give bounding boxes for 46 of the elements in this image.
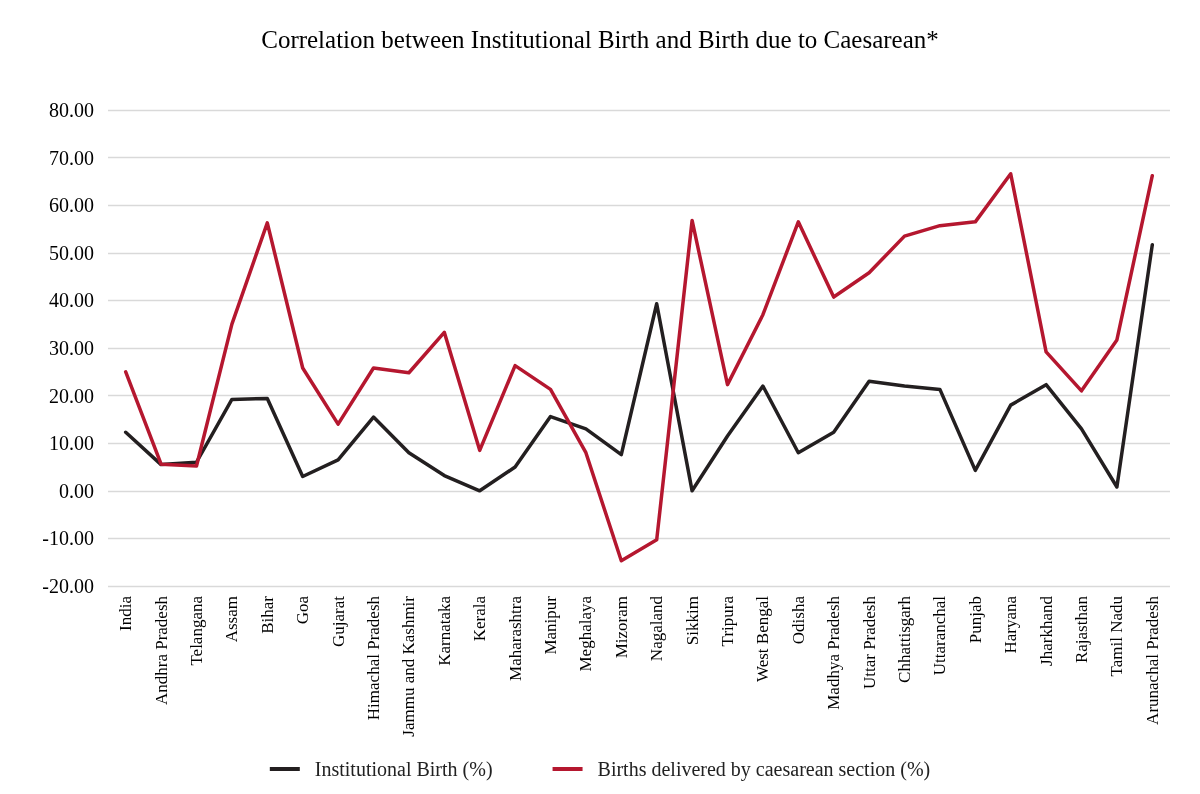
legend-label: Births delivered by caesarean section (%) <box>597 758 931 781</box>
chart-title: Correlation between Institutional Birth and Birth due to Caesarean* <box>261 26 939 53</box>
y-tick-label: 80.00 <box>49 99 94 121</box>
x-tick-label: Rajasthan <box>1072 595 1091 664</box>
line-series <box>123 242 1155 493</box>
x-tick-label: Meghalaya <box>576 595 596 672</box>
x-tick-label: Haryana <box>1001 595 1021 654</box>
x-tick-label: Goa <box>293 595 313 625</box>
x-tick-label: Gujarat <box>328 595 348 647</box>
x-tick-label: Bihar <box>257 595 277 634</box>
x-tick-label: India <box>116 595 136 631</box>
x-tick-label: Arunachal Pradesh <box>1142 595 1162 725</box>
x-tick-label: Assam <box>222 596 242 643</box>
y-tick-label: -20.00 <box>42 575 94 597</box>
x-tick-label: Telangana <box>187 595 206 666</box>
x-tick-label: Punjab <box>965 596 985 644</box>
y-tick-label: 30.00 <box>49 337 94 359</box>
x-tick-label: Nagaland <box>647 595 667 662</box>
y-tick-label: 60.00 <box>49 194 94 217</box>
x-tick-label: Sikkim <box>682 596 702 646</box>
x-tick-label: Karnataka <box>434 595 454 666</box>
legend-label: Institutional Birth (%) <box>314 758 493 781</box>
x-tick-label: Uttaranchal <box>930 595 950 676</box>
x-tick-label: Kerala <box>470 595 490 642</box>
line-series <box>123 172 1155 563</box>
y-tick-label: 20.00 <box>49 384 94 407</box>
x-tick-label: Mizoram <box>611 596 631 659</box>
x-tick-label: Himachal Pradesh <box>364 595 383 721</box>
x-tick-label: Uttar Pradesh <box>859 595 879 690</box>
y-tick-label: 0.00 <box>59 479 94 502</box>
y-tick-label: -10.00 <box>42 527 94 550</box>
y-tick-label: 70.00 <box>49 146 94 169</box>
x-tick-label: Andhra Pradesh <box>151 595 171 706</box>
x-tick-label: Tripura <box>718 595 737 647</box>
x-tick-label: Jammu and Kashmir <box>399 595 419 737</box>
x-tick-label: Chhattisgarh <box>895 595 914 683</box>
y-tick-label: 50.00 <box>49 241 94 264</box>
x-tick-label: West Bengal <box>753 595 773 682</box>
x-tick-label: Madhya Pradesh <box>824 595 844 710</box>
y-tick-label: 10.00 <box>49 432 94 455</box>
x-tick-label: Jharkhand <box>1036 595 1056 666</box>
x-tick-label: Manipur <box>541 595 560 655</box>
y-tick-label: 40.00 <box>49 289 94 312</box>
x-tick-label: Odisha <box>788 595 808 645</box>
x-tick-label: Maharashtra <box>505 595 525 681</box>
x-tick-label: Tamil Nadu <box>1107 595 1127 677</box>
